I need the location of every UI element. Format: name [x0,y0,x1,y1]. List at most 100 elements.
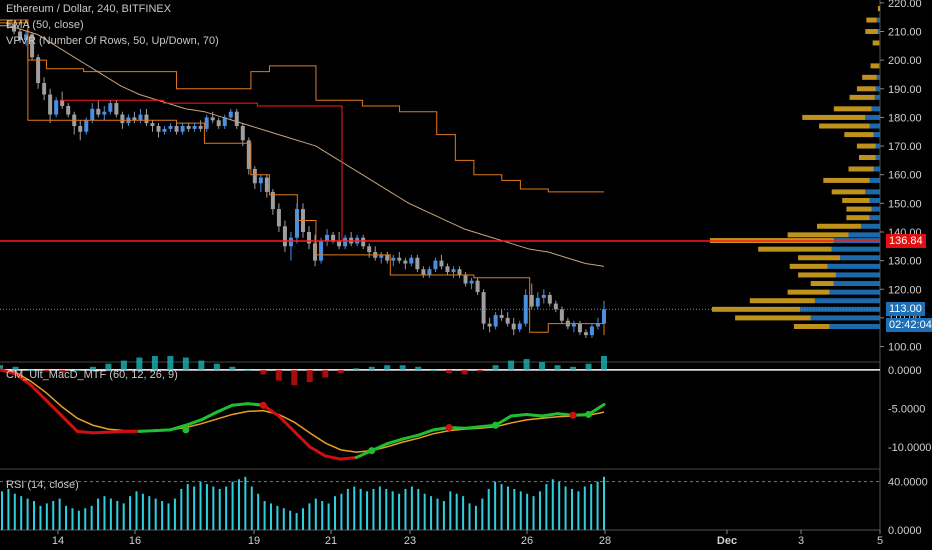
volume-profile-down-bar [870,63,879,69]
candle-body [457,269,462,275]
volume-profile-up-bar [873,166,880,172]
macd-histogram-bar [27,369,34,371]
candle-body [12,24,17,32]
candle-body [493,315,498,327]
macd-cross-dot [569,411,577,419]
candle-body [583,332,588,336]
candle-body [6,22,10,25]
macd-histogram-bar [167,356,174,370]
candle-body [517,323,522,330]
candle-body [36,57,41,84]
candle-body [78,126,83,132]
macd-histogram-bar [337,369,344,373]
macd-line-segment [308,445,327,458]
volume-profile-up-bar [876,74,880,80]
candle-body [132,117,137,121]
macd-signal-line [0,369,605,453]
price-tick-label: 160.00 [888,170,922,182]
candle-body [24,34,29,41]
time-tick-label: 23 [404,535,416,547]
macd-cross-dot [259,401,267,409]
macd-line-segment [509,412,529,418]
candle-body [258,177,263,184]
volume-profile-down-bar [831,189,866,195]
macd-line-segment [525,412,544,418]
candle-body [246,140,251,169]
price-tick-label: 210.00 [888,27,922,39]
candle-body [391,257,396,261]
candle-body [276,209,281,227]
candle-body [198,126,203,129]
candle-body [204,117,209,129]
volume-profile-down-bar [787,232,849,238]
macd-histogram-bar [43,369,50,372]
candle-body [547,294,552,304]
candle-body [433,260,438,270]
time-tick-label: Dec [717,535,737,547]
price-tick-label: 200.00 [888,55,922,67]
macd-histogram-bar [384,365,391,370]
macd-histogram-bar [0,365,3,370]
volume-profile-down-bar [798,255,841,261]
candle-body [553,303,558,310]
volume-profile-up-bar [848,232,880,238]
candle-body [397,257,402,261]
macd-histogram-bar [461,369,468,375]
volume-profile-down-bar [856,86,876,92]
volume-profile-down-bar [856,143,876,149]
volume-profile-up-bar [829,289,880,295]
red-level-tag: 136.84 [886,234,926,249]
candle-body [421,269,426,275]
volume-profile-down-bar [866,17,877,23]
macd-histogram-bar [58,369,65,373]
macd-tick-label: 0.0000 [888,365,922,377]
candle-body [156,126,161,132]
volume-profile-up-bar [873,132,880,138]
macd-line-segment [153,428,172,433]
candle-body [108,103,113,112]
volume-profile-up-bar [827,263,880,269]
candle-body [307,231,312,244]
candle-body [313,243,318,261]
macd-histogram-bar [353,368,360,370]
volume-profile-down-bar [793,323,830,329]
candle-body [385,254,390,261]
macd-line-segment [75,429,95,435]
macd-line-segment [540,412,560,418]
volume-profile-down-bar [802,114,866,120]
candle-body [138,114,143,121]
macd-line-segment [401,433,420,441]
candle-body [186,126,191,129]
volume-profile-up-bar [871,206,880,212]
candle-body [18,31,23,41]
volume-profile-up-bar [876,17,880,23]
symbol-title: Ethereum / Dollar, 240, BITFINEX [6,3,172,15]
candle-body [445,266,450,273]
candle-body [162,128,167,132]
candle-body [252,168,257,184]
candle-body [319,240,324,261]
macd-histogram-bar [74,369,81,371]
macd-line-segment [0,368,17,376]
volume-profile-up-bar [877,29,880,35]
candle-body [343,237,348,247]
macd-line-segment [184,418,203,427]
time-tick-label: 19 [248,535,260,547]
price-tick-label: 220.00 [888,0,922,10]
price-tick-label: 180.00 [888,112,922,124]
candle-body [114,103,119,115]
rsi-tick-label: 40.0000 [888,477,928,489]
volume-profile-down-bar [833,106,872,112]
macd-line-segment [230,402,250,407]
macd-line-segment [13,372,33,387]
price-tick-label: 100.00 [888,342,922,354]
volume-profile-up-bar [865,114,880,120]
macd-histogram-bar [508,360,515,370]
candle-body [361,237,366,247]
macd-line-segment [106,429,126,434]
macd-histogram-bar [585,363,592,370]
macd-line-segment [416,428,436,437]
candle-body [294,209,299,238]
macd-line-segment [168,423,188,432]
